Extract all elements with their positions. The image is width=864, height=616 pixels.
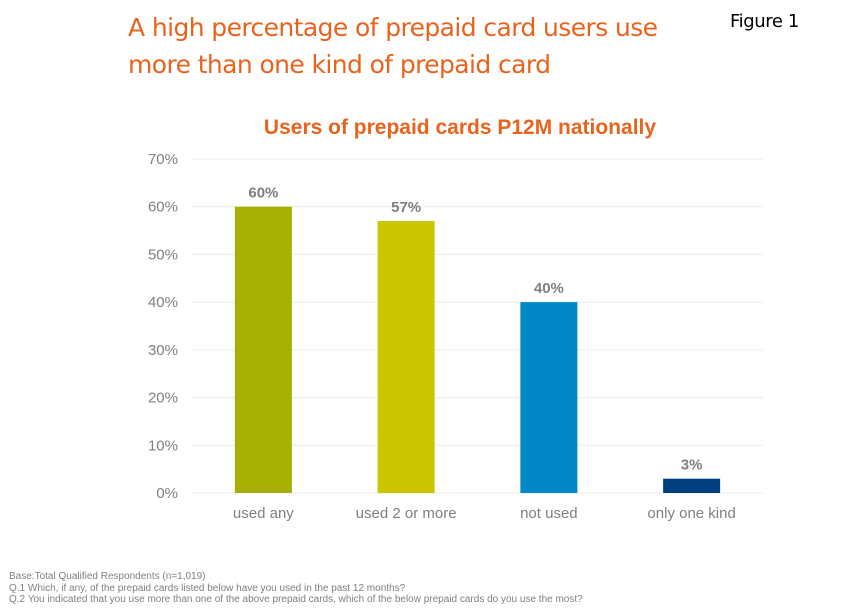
bar-only-one-kind xyxy=(663,478,721,493)
y-tick-label: 10% xyxy=(148,437,178,454)
footnotes: Base:Total Qualified Respondents (n=1,01… xyxy=(9,571,583,606)
data-labels: 60% 57% 40% 3% xyxy=(248,185,702,474)
slide-headline: A high percentage of prepaid card users … xyxy=(128,13,658,79)
data-label: 57% xyxy=(391,199,421,216)
bar-used-any xyxy=(234,206,292,493)
x-category-label: used any xyxy=(233,505,294,522)
footnote-q2: Q.2 You indicated that you use more than… xyxy=(9,594,583,605)
y-tick-label: 30% xyxy=(148,342,178,359)
footnote-base: Base:Total Qualified Respondents (n=1,01… xyxy=(9,571,206,582)
y-tick-label: 20% xyxy=(148,390,178,407)
x-category-label: used 2 or more xyxy=(356,505,457,522)
x-category-label: not used xyxy=(520,505,578,522)
y-axis-ticks: 0% 10% 20% 30% 40% 50% 60% 70% xyxy=(148,151,178,502)
y-tick-label: 40% xyxy=(148,294,178,311)
x-axis-categories: used any used 2 or more not used only one k… xyxy=(233,505,736,522)
y-tick-label: 50% xyxy=(148,246,178,263)
footnote-q1: Q.1 Which, if any, of the prepaid cards … xyxy=(9,582,406,594)
data-label: 3% xyxy=(681,457,703,474)
y-tick-label: 60% xyxy=(148,199,178,216)
bars xyxy=(234,206,721,493)
data-label: 60% xyxy=(248,185,278,202)
chart-title: Users of prepaid cards P12M nationally xyxy=(263,116,657,139)
y-tick-label: 0% xyxy=(156,485,178,502)
figure-label: Figure 1 xyxy=(730,11,799,32)
x-category-label: only one kind xyxy=(647,505,735,522)
data-label: 40% xyxy=(534,280,564,297)
bar-not-used xyxy=(520,302,578,493)
bar-used-2-or-more xyxy=(377,221,435,493)
y-tick-label: 70% xyxy=(148,151,178,168)
